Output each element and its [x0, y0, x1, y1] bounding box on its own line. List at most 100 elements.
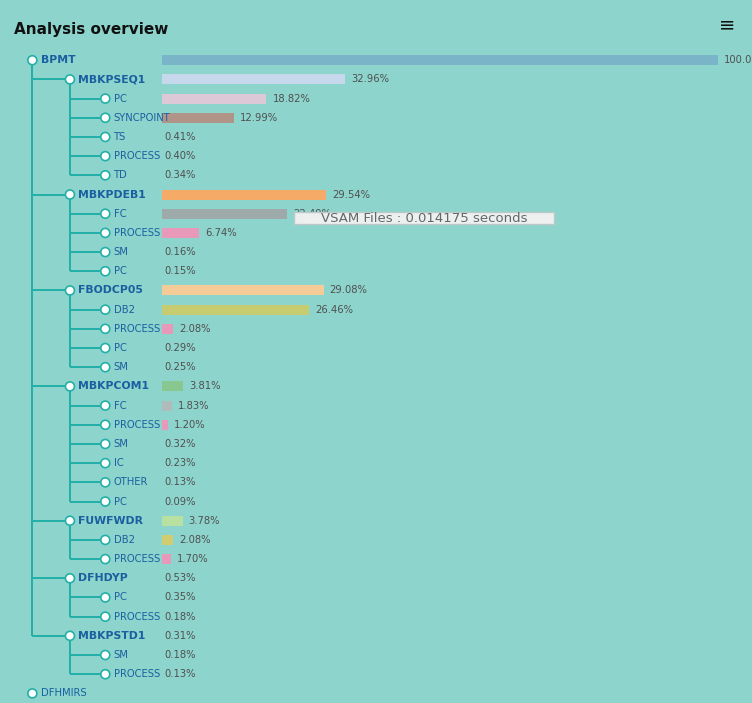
- Ellipse shape: [101, 363, 110, 372]
- Text: 0.41%: 0.41%: [165, 132, 196, 142]
- Text: PROCESS: PROCESS: [114, 228, 159, 238]
- Ellipse shape: [65, 516, 74, 525]
- Bar: [162, 190, 326, 200]
- Text: 0.13%: 0.13%: [165, 669, 196, 679]
- Text: 0.31%: 0.31%: [165, 631, 196, 641]
- Ellipse shape: [101, 458, 110, 467]
- Text: 0.23%: 0.23%: [165, 458, 196, 468]
- Text: 0.09%: 0.09%: [165, 496, 196, 507]
- Ellipse shape: [101, 670, 110, 678]
- Bar: [162, 112, 234, 123]
- Text: FC: FC: [114, 401, 126, 411]
- Text: DB2: DB2: [114, 304, 135, 315]
- Text: SYNCPOINT: SYNCPOINT: [114, 112, 170, 123]
- Text: TD: TD: [114, 170, 127, 181]
- Ellipse shape: [101, 171, 110, 180]
- Bar: [162, 285, 323, 295]
- Text: 1.83%: 1.83%: [178, 401, 209, 411]
- Ellipse shape: [101, 132, 110, 141]
- Ellipse shape: [101, 266, 110, 276]
- FancyBboxPatch shape: [294, 212, 553, 224]
- Text: FUWFWDR: FUWFWDR: [78, 516, 143, 526]
- Ellipse shape: [101, 94, 110, 103]
- Text: PC: PC: [114, 93, 126, 103]
- Text: PROCESS: PROCESS: [114, 324, 159, 334]
- Text: Analysis overview: Analysis overview: [14, 22, 168, 37]
- Text: 32.96%: 32.96%: [351, 75, 389, 84]
- Text: 2.08%: 2.08%: [179, 324, 211, 334]
- Bar: [162, 535, 173, 545]
- Ellipse shape: [101, 113, 110, 122]
- Text: PC: PC: [114, 343, 126, 353]
- Text: 29.54%: 29.54%: [332, 190, 370, 200]
- Ellipse shape: [101, 228, 110, 238]
- Text: 0.35%: 0.35%: [165, 593, 196, 602]
- Ellipse shape: [101, 247, 110, 257]
- Ellipse shape: [101, 439, 110, 449]
- Text: 2.08%: 2.08%: [179, 535, 211, 545]
- Text: 22.49%: 22.49%: [293, 209, 331, 219]
- Text: DB2: DB2: [114, 535, 135, 545]
- Text: SM: SM: [114, 650, 129, 660]
- Text: ≡: ≡: [719, 15, 735, 35]
- Ellipse shape: [101, 536, 110, 544]
- Ellipse shape: [65, 631, 74, 640]
- Bar: [162, 401, 172, 411]
- Ellipse shape: [101, 209, 110, 218]
- Ellipse shape: [101, 305, 110, 314]
- Bar: [162, 304, 309, 315]
- Bar: [162, 554, 171, 564]
- Text: 1.20%: 1.20%: [174, 420, 206, 430]
- Ellipse shape: [28, 689, 37, 698]
- Text: 0.18%: 0.18%: [165, 650, 196, 660]
- Text: 0.15%: 0.15%: [165, 266, 196, 276]
- Text: TS: TS: [114, 132, 126, 142]
- Text: PROCESS: PROCESS: [114, 612, 159, 621]
- Bar: [162, 420, 168, 430]
- Text: 0.18%: 0.18%: [165, 612, 196, 621]
- Ellipse shape: [65, 382, 74, 391]
- Ellipse shape: [65, 574, 74, 583]
- Ellipse shape: [101, 593, 110, 602]
- Bar: [162, 324, 173, 334]
- Text: 18.82%: 18.82%: [272, 93, 311, 103]
- Ellipse shape: [101, 401, 110, 410]
- Text: 0.13%: 0.13%: [165, 477, 196, 487]
- Text: DFHMIRS: DFHMIRS: [41, 688, 86, 698]
- Text: OTHER: OTHER: [114, 477, 148, 487]
- Text: 29.08%: 29.08%: [329, 285, 368, 295]
- Bar: [162, 56, 718, 65]
- Ellipse shape: [101, 497, 110, 506]
- Ellipse shape: [28, 56, 37, 65]
- Text: 26.46%: 26.46%: [315, 304, 353, 315]
- Text: PC: PC: [114, 593, 126, 602]
- Text: DFHDYP: DFHDYP: [78, 573, 128, 583]
- Text: PROCESS: PROCESS: [114, 669, 159, 679]
- Bar: [162, 382, 183, 392]
- Text: IC: IC: [114, 458, 123, 468]
- Text: 0.16%: 0.16%: [165, 247, 196, 257]
- Ellipse shape: [101, 344, 110, 352]
- Text: 12.99%: 12.99%: [240, 112, 278, 123]
- Text: FC: FC: [114, 209, 126, 219]
- Bar: [162, 93, 266, 103]
- Text: 100.00%: 100.00%: [724, 56, 752, 65]
- Ellipse shape: [101, 478, 110, 487]
- Ellipse shape: [65, 75, 74, 84]
- Text: 0.40%: 0.40%: [165, 151, 196, 161]
- Text: MBKPSEQ1: MBKPSEQ1: [78, 75, 145, 84]
- Text: PC: PC: [114, 266, 126, 276]
- Ellipse shape: [101, 152, 110, 161]
- Text: MBKPCOM1: MBKPCOM1: [78, 382, 149, 392]
- Text: FBODCP05: FBODCP05: [78, 285, 143, 295]
- Ellipse shape: [101, 612, 110, 621]
- Text: 3.78%: 3.78%: [189, 516, 220, 526]
- Text: 1.70%: 1.70%: [177, 554, 209, 564]
- Ellipse shape: [65, 286, 74, 295]
- Text: BPMT: BPMT: [41, 56, 75, 65]
- Ellipse shape: [65, 190, 74, 199]
- Text: 0.25%: 0.25%: [165, 362, 196, 372]
- Bar: [162, 209, 287, 219]
- Text: 0.32%: 0.32%: [165, 439, 196, 449]
- Ellipse shape: [101, 420, 110, 430]
